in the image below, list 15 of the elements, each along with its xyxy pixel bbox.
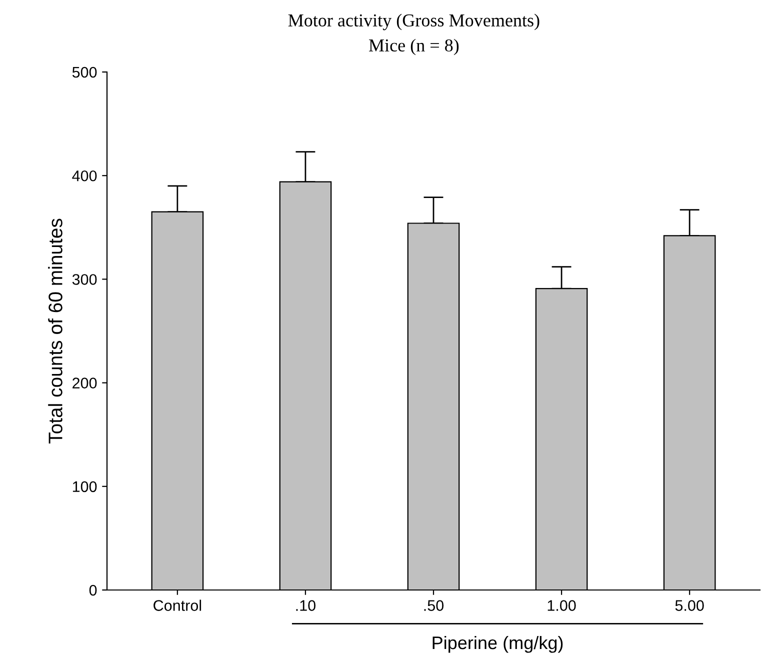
x-tick-label: .50 <box>424 600 444 611</box>
y-tick-label: 0 <box>89 584 97 596</box>
y-tick-label: 300 <box>72 274 97 285</box>
y-tick-label: 200 <box>72 378 97 388</box>
y-tick-label: 100 <box>72 481 97 492</box>
y-tick-label: 500 <box>72 66 97 78</box>
x-tick-label: Control <box>154 600 202 611</box>
chart-title: Motor activity (Gross Movements) <box>288 14 540 30</box>
x-tick-label: 1.00 <box>548 600 576 611</box>
x-tick-label: 5.00 <box>675 600 704 611</box>
x-tick-label: .10 <box>296 600 316 611</box>
x-axis-title: Piperine (mg/kg) <box>432 636 563 653</box>
y-axis-title: Total counts of 60 minutes <box>48 218 62 444</box>
chart-subtitle: Mice (n = 8) <box>368 38 459 56</box>
y-tick-label: 400 <box>72 170 97 182</box>
